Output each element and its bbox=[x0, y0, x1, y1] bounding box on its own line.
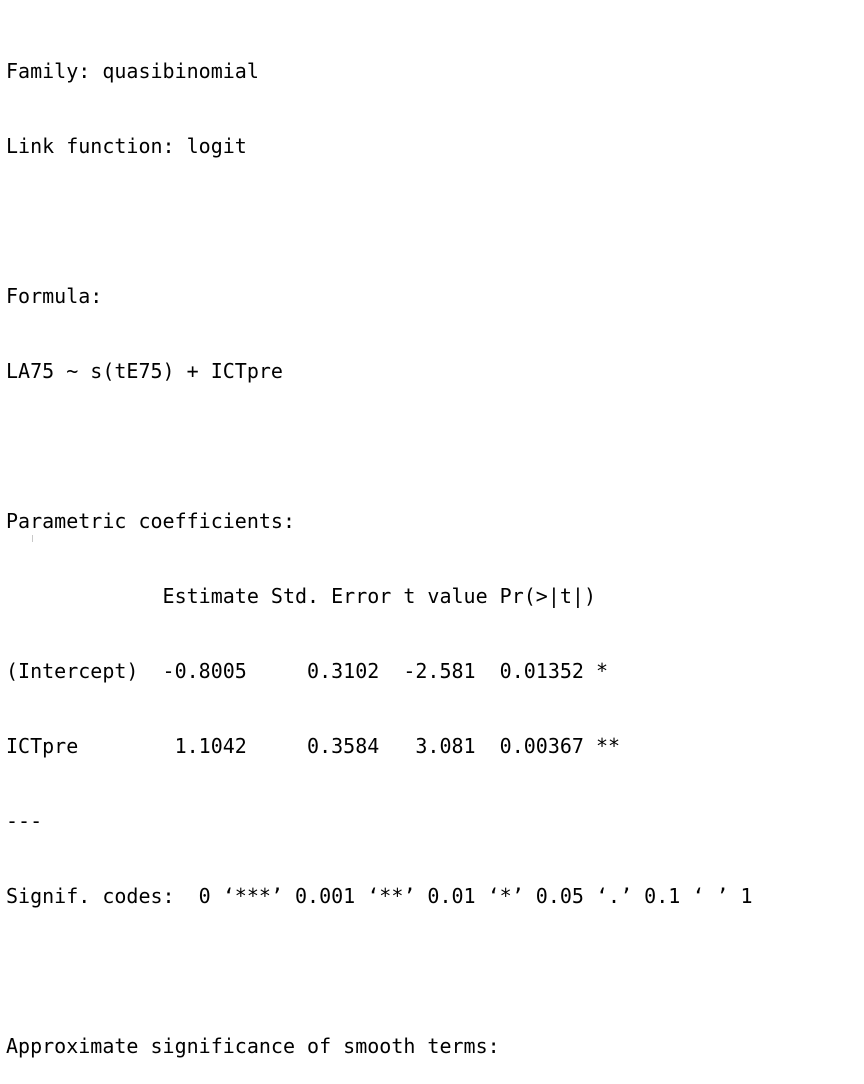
smooth-terms-header: Approximate significance of smooth terms… bbox=[6, 1034, 500, 1058]
r-console-output: Family: quasibinomial Link function: log… bbox=[6, 9, 858, 1058]
parametric-row-intercept: (Intercept) -0.8005 0.3102 -2.581 0.0135… bbox=[6, 659, 609, 683]
blank-line bbox=[6, 434, 858, 459]
text-cursor bbox=[32, 535, 33, 542]
parametric-column-headers: Estimate Std. Error t value Pr(>|t|) bbox=[6, 584, 597, 608]
blank-line bbox=[6, 959, 858, 984]
separator-line: --- bbox=[6, 809, 43, 833]
parametric-coefficients-header: Parametric coefficients: bbox=[6, 509, 295, 533]
parametric-row-ictpre: ICTpre 1.1042 0.3584 3.081 0.00367 ** bbox=[6, 734, 621, 758]
formula-header: Formula: bbox=[6, 284, 103, 308]
signif-codes-line: Signif. codes: 0 ‘***’ 0.001 ‘**’ 0.01 ‘… bbox=[6, 884, 753, 908]
family-line: Family: quasibinomial bbox=[6, 59, 259, 83]
blank-line bbox=[6, 209, 858, 234]
formula-line: LA75 ~ s(tE75) + ICTpre bbox=[6, 359, 283, 383]
link-function-line: Link function: logit bbox=[6, 134, 247, 158]
